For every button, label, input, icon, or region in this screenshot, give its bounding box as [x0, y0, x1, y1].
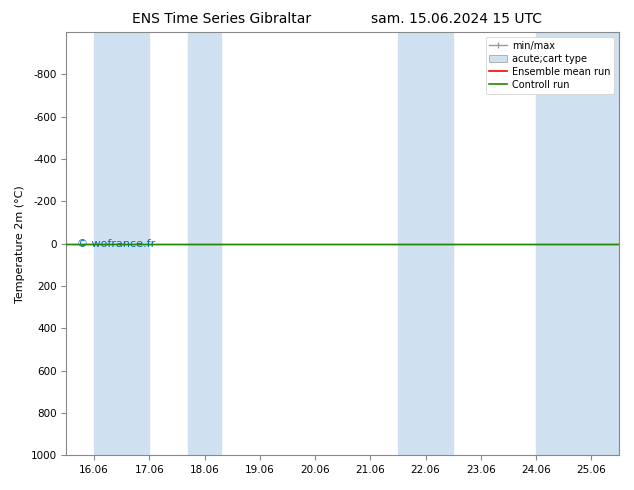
Bar	[592, 32, 624, 455]
Text: sam. 15.06.2024 15 UTC: sam. 15.06.2024 15 UTC	[371, 12, 542, 26]
Y-axis label: Temperature 2m (°C): Temperature 2m (°C)	[15, 185, 25, 303]
Bar	[188, 32, 221, 455]
Text: © wofrance.fr: © wofrance.fr	[77, 239, 156, 249]
Bar	[94, 32, 149, 455]
Legend: min/max, acute;cart type, Ensemble mean run, Controll run: min/max, acute;cart type, Ensemble mean …	[486, 37, 614, 94]
Bar	[536, 32, 592, 455]
Text: ENS Time Series Gibraltar: ENS Time Series Gibraltar	[133, 12, 311, 26]
Bar	[398, 32, 453, 455]
